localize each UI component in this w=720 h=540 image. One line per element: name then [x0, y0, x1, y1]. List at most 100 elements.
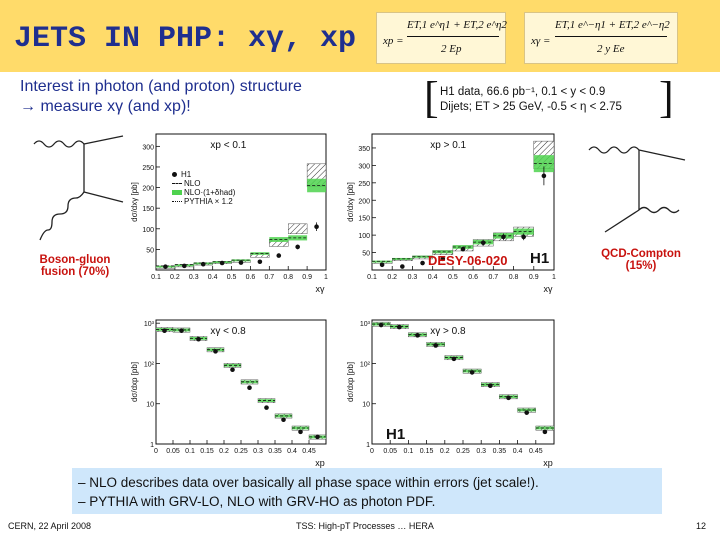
data-point — [542, 429, 548, 435]
formula-xp-fraction-bar — [407, 36, 499, 37]
y-tick-label: 10³ — [360, 321, 371, 328]
plot-xgamma-high-xp: dσ/dxγ [pb] xγ xp > 0.1 0.1 0.2 0.3 0.4 0.5 0.6 0… — [344, 124, 560, 296]
data-info-line-1: H1 data, 66.6 pb⁻¹, 0.1 < y < 0.9 — [440, 86, 606, 98]
x-axis-label: xγ — [316, 284, 326, 294]
data-point — [501, 234, 506, 240]
x-tick-label: 0.3 — [408, 274, 418, 281]
x-tick-label: 0.4 — [428, 274, 438, 281]
x-tick-label: 0.25 — [234, 448, 248, 455]
data-point — [238, 260, 244, 265]
plot-frame — [155, 133, 327, 271]
data-point — [281, 417, 286, 423]
x-tick-label: 0.35 — [268, 448, 282, 455]
x-tick-label: 0.1 — [367, 274, 377, 281]
data-point — [397, 324, 402, 330]
data-point — [298, 429, 303, 435]
x-axis-label: xp — [315, 458, 325, 468]
y-tick-label: 1 — [366, 442, 370, 449]
x-axis-label: xp — [543, 458, 553, 468]
data-point — [219, 260, 225, 266]
formula-xgamma: xγ = ET,1 e^−η1 + ET,2 e^−η2 2 y Ee — [524, 12, 678, 64]
x-axis-label: xγ — [544, 284, 554, 294]
x-tick-label: 0.9 — [529, 274, 539, 281]
x-tick-label: 0.6 — [468, 274, 478, 281]
x-tick-label: 0.15 — [200, 448, 214, 455]
data-point — [213, 349, 218, 354]
formula-xp-numerator: ET,1 e^η1 + ET,2 e^η2 — [407, 19, 507, 31]
data-point — [480, 240, 486, 246]
nlo-band-bin — [517, 408, 536, 412]
x-tick-label: 0.2 — [387, 274, 397, 281]
data-point — [182, 263, 187, 269]
nlo-band-bin — [241, 380, 258, 384]
x-tick-label: 0.05 — [166, 448, 180, 455]
data-info-line-2: Dijets; ET > 25 GeV, -0.5 < η < 2.75 — [440, 101, 622, 113]
x-tick-label: 0.3 — [189, 274, 199, 281]
legend-entry-pythia: PYTHIA × 1.2 — [172, 197, 252, 206]
y-tick-label: 200 — [142, 186, 154, 193]
x-tick-label: 0.8 — [509, 274, 519, 281]
footer-talk-title: TSS: High-pT Processes … HERA — [296, 521, 434, 531]
pythia-band-bin — [288, 223, 308, 234]
data-point — [162, 328, 167, 334]
qcd-compton-caption: QCD-Compton (15%) — [588, 248, 694, 272]
legend-entry-nlo-had: NLO·(1+δhad) — [172, 188, 252, 197]
data-point — [276, 253, 282, 258]
legend-entry-nlo: NLO — [172, 179, 252, 188]
y-tick-label: 100 — [358, 233, 370, 240]
x-tick-label: 0.2 — [440, 448, 450, 455]
x-tick-label: 0.7 — [488, 274, 498, 281]
data-point — [315, 434, 320, 440]
x-tick-label: 0.1 — [404, 448, 414, 455]
legend-entry-h1-label: H1 — [181, 170, 192, 179]
x-tick-label: 0.25 — [456, 448, 470, 455]
nlo-band-bin — [535, 426, 554, 430]
footer-page-number: 12 — [696, 521, 707, 531]
x-tick-label: 0.5 — [448, 274, 458, 281]
x-tick-label: 1 — [324, 274, 328, 281]
x-tick-label: 0.3 — [253, 448, 263, 455]
panel-cut-label: xγ > 0.8 — [430, 326, 466, 337]
x-tick-label: 0.4 — [287, 448, 297, 455]
y-tick-label: 250 — [142, 165, 154, 172]
h1-logo-bottom: H1 — [386, 426, 406, 443]
y-tick-label: 10 — [146, 402, 154, 409]
x-tick-label: 0.05 — [383, 448, 397, 455]
data-point — [378, 322, 384, 328]
boson-gluon-caption-line-1: Boson-gluon — [39, 254, 111, 266]
x-tick-label: 0.4 — [208, 274, 218, 281]
qcd-compton-diagram — [588, 146, 686, 233]
y-tick-label: 1 — [150, 442, 154, 449]
y-tick-label: 250 — [358, 181, 370, 188]
plot-xgamma-low-xp: dσ/dxγ [pb] xγ xp < 0.1 0.1 0.2 0.3 0.4 0.5 0.6 0… — [128, 124, 332, 296]
data-point — [314, 224, 319, 230]
data-point — [200, 261, 206, 267]
y-tick-label: 150 — [142, 206, 154, 213]
left-bracket: [ — [424, 73, 439, 122]
desy-preprint-label: DESY-06-020 — [428, 253, 508, 268]
data-point — [420, 260, 425, 266]
h1-logo-top: H1 — [530, 250, 550, 267]
x-tick-label: 0.7 — [264, 274, 274, 281]
nlo-band-bin — [224, 363, 241, 367]
nlo-band-bin — [269, 237, 289, 242]
y-tick-label: 100 — [142, 227, 154, 234]
x-tick-label: 0.1 — [151, 274, 161, 281]
plot-xp-low-xgamma: dσ/dxp [pb] xp xγ < 0.8 0 0.05 0.1 0.15 0.2 0.25… — [128, 310, 332, 470]
formula-xp-lhs: xp = — [383, 35, 404, 47]
formula-xgamma-numerator: ET,1 e^−η1 + ET,2 e^−η2 — [555, 19, 670, 31]
data-point — [295, 244, 300, 250]
data-point — [460, 246, 466, 252]
y-axis-label: dσ/dxγ [pb] — [130, 182, 139, 222]
nlo-band-bin — [275, 414, 292, 418]
y-tick-label: 10² — [360, 361, 371, 368]
nlo-band-bin — [258, 399, 275, 402]
y-tick-label: 10 — [362, 402, 370, 409]
right-bracket: ] — [659, 73, 674, 122]
y-tick-label: 10³ — [144, 321, 155, 328]
x-tick-label: 0.35 — [493, 448, 507, 455]
legend-entry-pythia-label: PYTHIA × 1.2 — [184, 197, 233, 206]
y-tick-label: 150 — [358, 216, 370, 223]
nlo-band-bin — [292, 426, 309, 430]
legend-entry-nlo-had-label: NLO·(1+δhad) — [184, 188, 236, 197]
